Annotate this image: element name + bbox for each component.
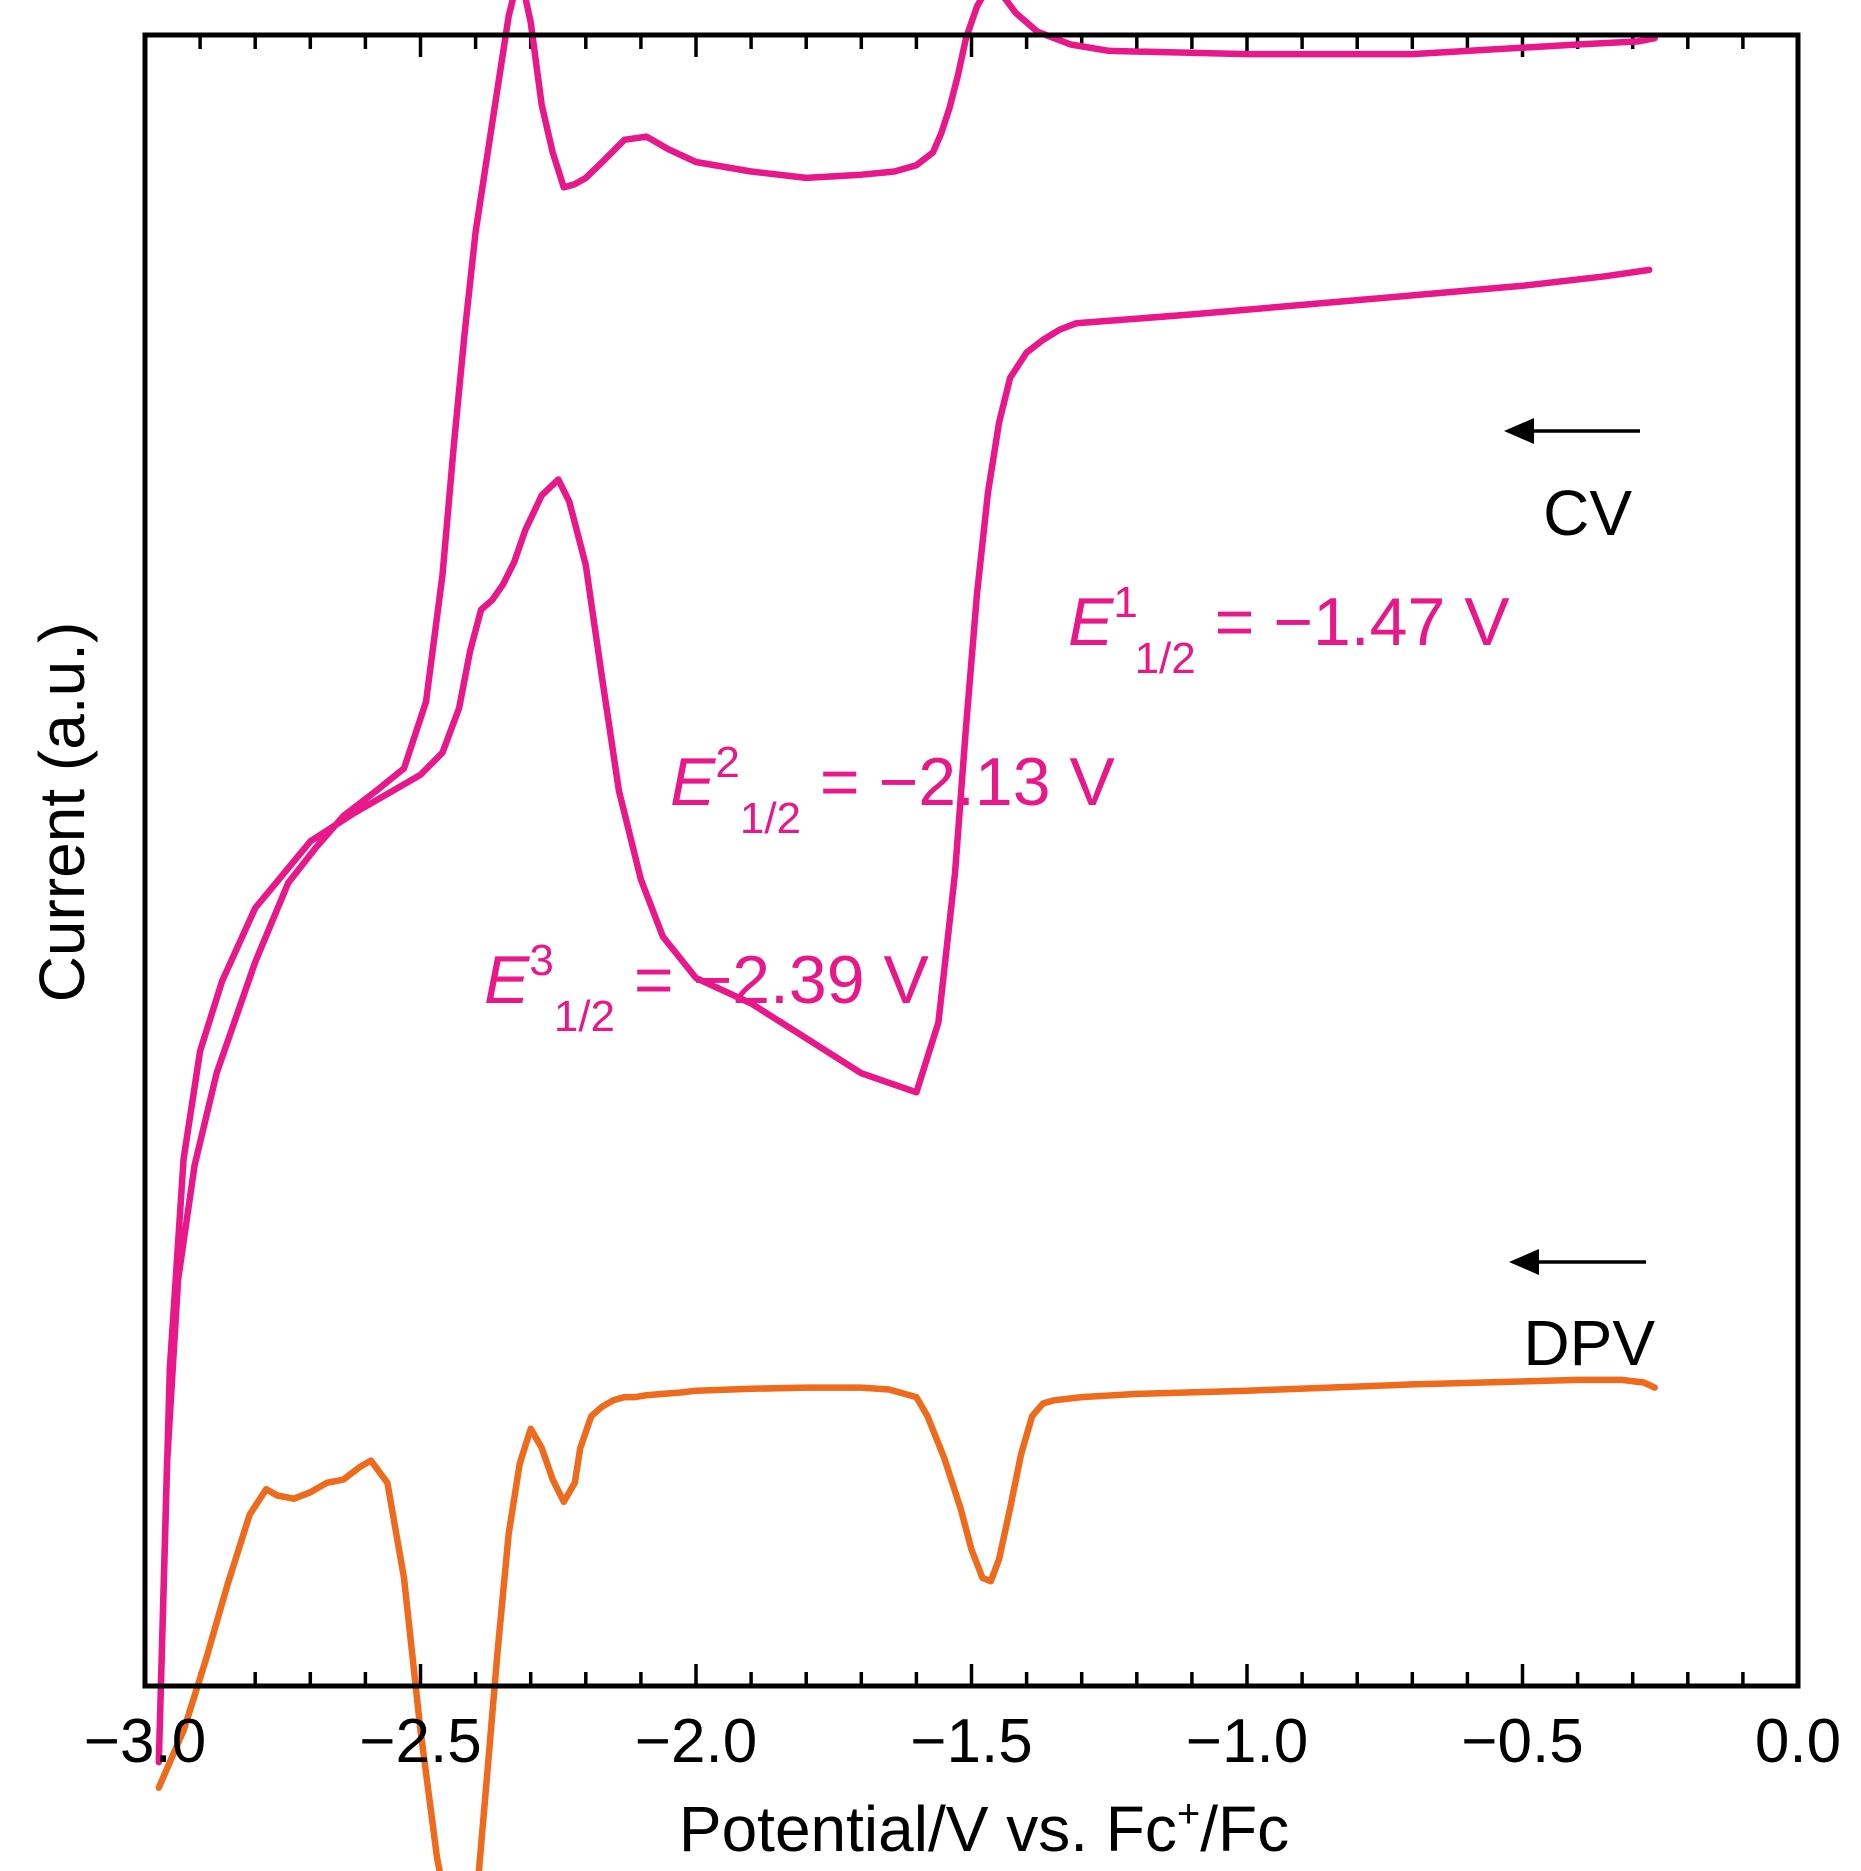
x-axis-label: Potential/V vs. Fc+/Fc — [679, 1792, 1289, 1865]
dpv-series-line — [155, 1376, 1658, 1871]
annotation-e1: E11/2 = −1.47 V — [1068, 578, 1510, 683]
tick-labels: −3.0 −2.5 −2.0 −1.5 −1.0 −0.5 0.0 — [84, 1707, 1841, 1776]
x-tick-label: −1.5 — [910, 1707, 1032, 1776]
x-tick-label: 0.0 — [1755, 1707, 1841, 1776]
dpv-arrow-icon — [1509, 1249, 1646, 1275]
x-tick-label: −2.5 — [359, 1707, 481, 1776]
x-tick-label: −2.0 — [635, 1707, 757, 1776]
minor-ticks — [198, 35, 1745, 1686]
annotation-e3: E31/2 = −2.39 V — [484, 936, 929, 1041]
cv-label: CV — [1543, 477, 1632, 549]
x-tick-label: −0.5 — [1461, 1707, 1583, 1776]
series-layer — [155, 0, 1658, 1871]
dpv-label: DPV — [1523, 1307, 1655, 1379]
y-axis-label: Current (a.u.) — [26, 622, 98, 1003]
cv-series-line — [155, 0, 1658, 1766]
x-tick-label: −3.0 — [84, 1707, 206, 1776]
cv-arrow-icon — [1504, 418, 1640, 444]
x-tick-label: −1.0 — [1186, 1707, 1308, 1776]
plot-frame — [142, 32, 1801, 1689]
annotation-e2: E21/2 = −2.13 V — [670, 738, 1115, 843]
